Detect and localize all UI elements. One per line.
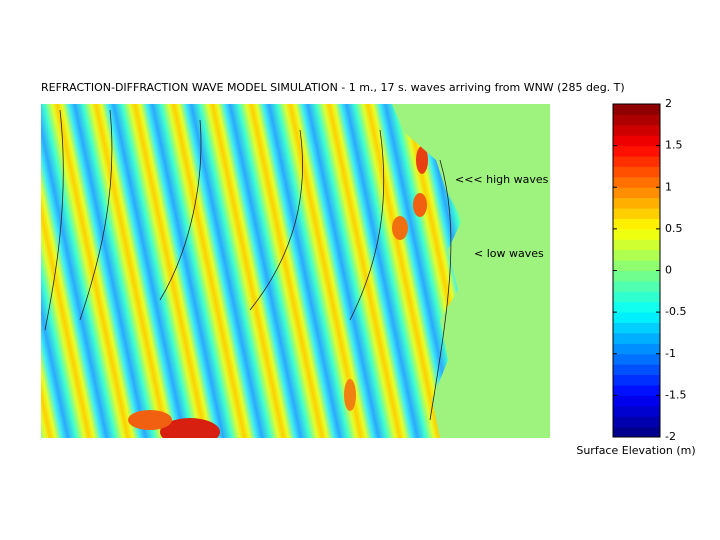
crest (416, 146, 428, 174)
colorbar-band (613, 312, 660, 324)
colorbar-tick-label: 0.5 (665, 222, 683, 235)
annotation: <<< high waves (455, 173, 549, 186)
crest (128, 410, 172, 430)
colorbar-band (613, 156, 660, 167)
contour (44, 109, 452, 421)
chart-title: REFRACTION-DIFFRACTION WAVE MODEL SIMULA… (41, 81, 625, 94)
colorbar-band (613, 322, 660, 334)
colorbar-band (613, 426, 660, 438)
colorbar-band (613, 364, 660, 376)
colorbar-tick-label: -2 (665, 430, 676, 443)
colorbar-tick-label: -1.5 (665, 388, 686, 401)
colorbar-tick-label: 0 (665, 264, 672, 277)
colorbar-band (613, 208, 660, 219)
wave-field (41, 104, 550, 438)
colorbar-band (613, 104, 660, 115)
colorbar-band (613, 291, 660, 303)
colorbar-band (613, 332, 660, 344)
colorbar-band (613, 416, 660, 428)
colorbar-band (613, 384, 660, 396)
colorbar-band (613, 395, 660, 407)
colorbar-band (613, 228, 660, 240)
colorbar-tick-label: 1 (665, 180, 672, 193)
colorbar-band (613, 114, 660, 126)
colorbar-tick-label: -0.5 (665, 305, 686, 318)
colorbar-band (613, 280, 660, 292)
colorbar-band (613, 145, 660, 157)
colorbar-band (613, 374, 660, 386)
colorbar-tick-label: 2 (665, 97, 672, 110)
colorbar-band (613, 197, 660, 209)
crest (413, 193, 427, 217)
colorbar-band (613, 124, 660, 136)
colorbar-band (613, 249, 660, 261)
crest (344, 379, 356, 411)
colorbar-band (613, 353, 660, 365)
colorbar-band (613, 135, 660, 147)
land (392, 104, 550, 438)
colorbar-label: Surface Elevation (m) (576, 444, 695, 457)
colorbar-band (613, 260, 660, 271)
colorbar-band (613, 239, 660, 251)
colorbar-band (613, 270, 660, 282)
colorbar-band (613, 166, 660, 178)
colorbar-band (613, 301, 660, 313)
colorbar-tick-label: -1 (665, 347, 676, 360)
crest (392, 216, 408, 240)
colorbar-band (613, 405, 660, 417)
colorbar-band (613, 176, 660, 188)
colorbar-band (613, 343, 660, 355)
colorbar-band (613, 218, 660, 230)
crest (160, 418, 220, 438)
colorbar-band (613, 187, 660, 199)
annotation: < low waves (474, 247, 544, 260)
colorbar-tick-label: 1.5 (665, 139, 683, 152)
